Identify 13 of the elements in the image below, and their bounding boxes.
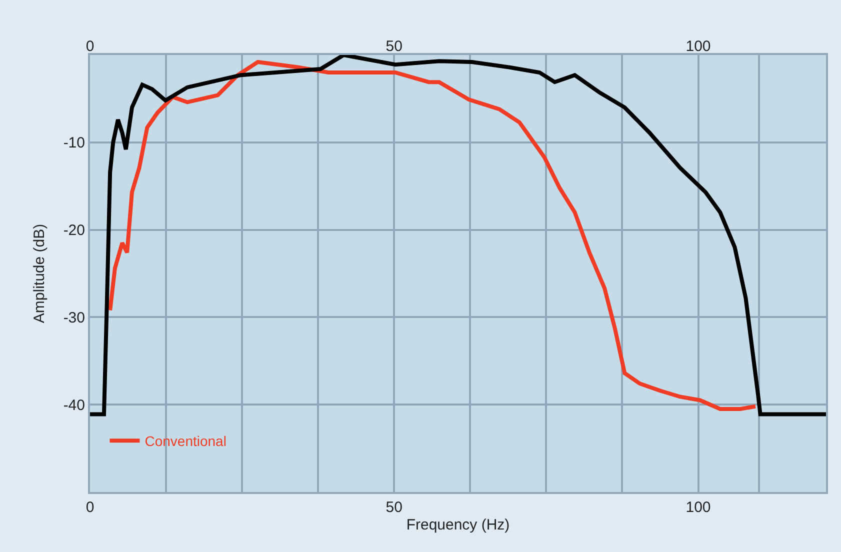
legend-label: Conventional [144,433,226,450]
x2-tick-label: 0 [86,499,94,516]
x-tick-label: 0 [86,38,94,55]
y-tick-label: -40 [63,396,85,414]
y-tick-label: -30 [63,309,85,326]
y-tick-label: -20 [63,222,85,240]
y-axis-title: Amplitude (dB) [31,224,48,324]
x2-tick-label: 100 [686,499,711,516]
x2-tick-label: 50 [386,499,402,516]
x-axis-title: Frequency (Hz) [406,516,510,534]
x-tick-label: 50 [386,38,402,55]
x-tick-label: 100 [686,38,711,55]
y-tick-label: -10 [63,134,85,152]
